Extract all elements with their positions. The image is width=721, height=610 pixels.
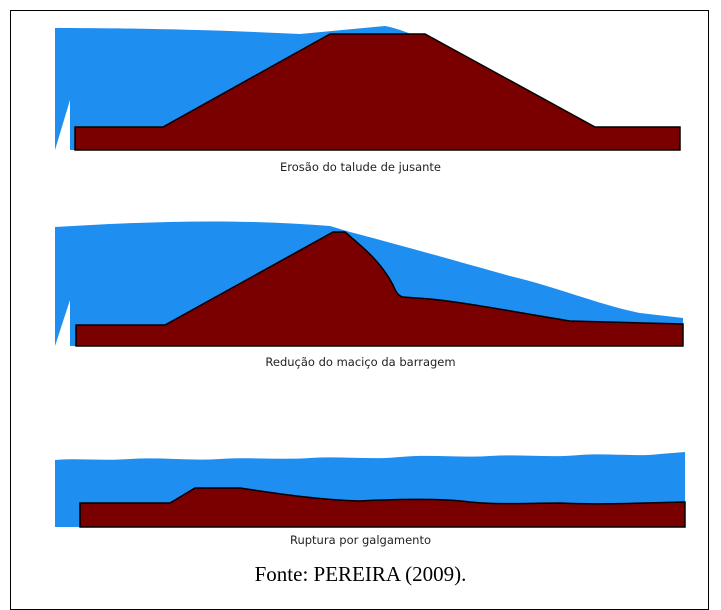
caption-reduction: Redução do maciço da barragem (265, 355, 456, 369)
panel-erosion (55, 26, 681, 151)
dam-body-1 (74, 33, 681, 151)
panel-reduction (55, 221, 684, 347)
figure-source: Fonte: PEREIRA (2009). (254, 562, 467, 586)
dam-body-3 (79, 487, 686, 528)
caption-rupture: Ruptura por galgamento (289, 533, 431, 547)
dam-failure-diagram (55, 26, 686, 528)
panel-rupture (55, 452, 686, 528)
dam-body-2 (75, 231, 684, 347)
caption-erosion: Erosão do talude de jusante (280, 160, 441, 174)
